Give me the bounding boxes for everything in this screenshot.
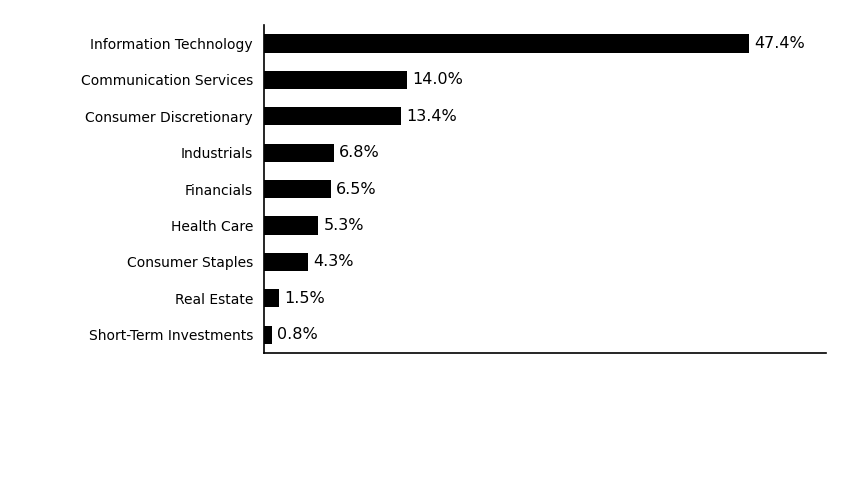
Bar — [264, 180, 331, 198]
Bar — [264, 107, 401, 125]
Text: 13.4%: 13.4% — [406, 109, 457, 123]
Text: 1.5%: 1.5% — [285, 291, 325, 306]
Bar — [264, 216, 319, 234]
Text: 4.3%: 4.3% — [314, 255, 354, 269]
Text: 6.5%: 6.5% — [336, 181, 377, 197]
Bar — [264, 326, 273, 344]
Bar — [264, 144, 334, 162]
Text: 0.8%: 0.8% — [278, 327, 318, 342]
Text: 6.8%: 6.8% — [339, 145, 379, 160]
Bar — [264, 289, 279, 307]
Text: 47.4%: 47.4% — [754, 36, 804, 51]
Bar — [264, 34, 749, 52]
Bar — [264, 253, 308, 271]
Bar — [264, 71, 407, 89]
Text: 5.3%: 5.3% — [324, 218, 364, 233]
Text: 14.0%: 14.0% — [412, 72, 463, 87]
